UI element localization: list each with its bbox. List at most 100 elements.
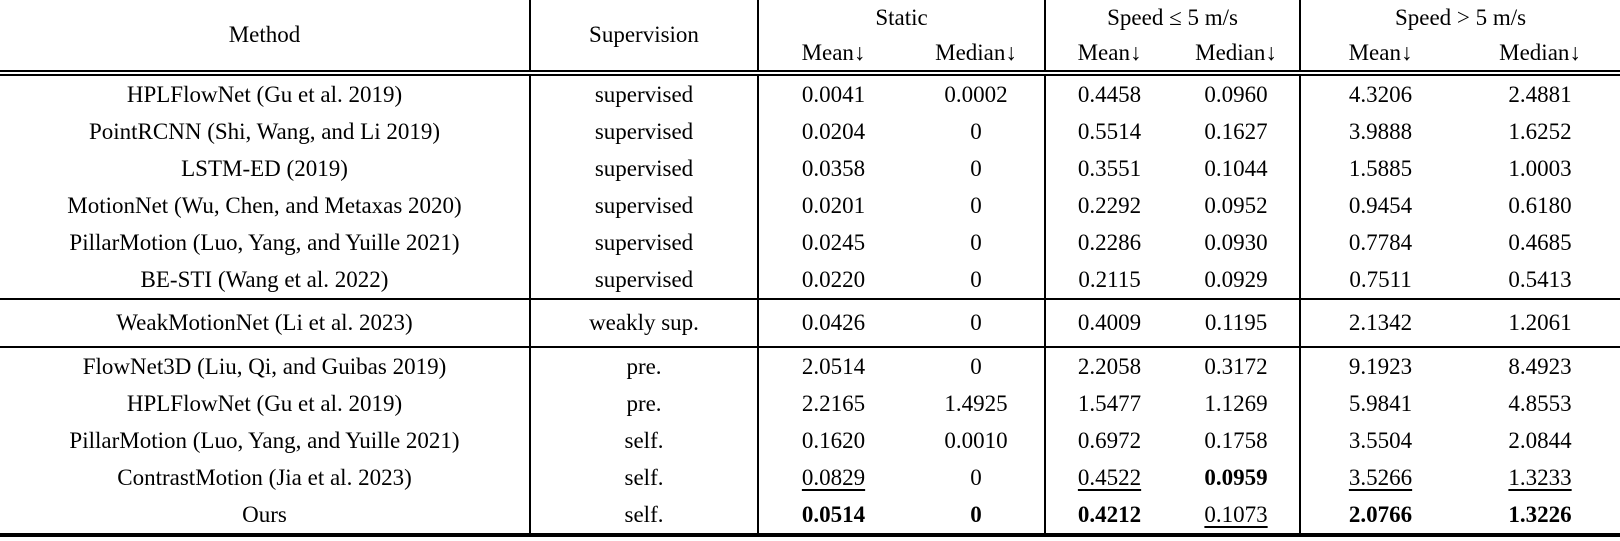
value-text: 0	[970, 501, 982, 527]
value-cell: 1.5885	[1299, 150, 1461, 187]
value-text: 0.2292	[1077, 192, 1142, 218]
value-cell: 0.6972	[1044, 422, 1174, 459]
value-cell: 0.3172	[1173, 346, 1301, 385]
value-cell: 0	[908, 224, 1045, 261]
value-text: 0.4009	[1077, 310, 1142, 336]
value-cell: 0	[908, 113, 1045, 150]
value-cell: 0.2115	[1044, 261, 1174, 299]
value-cell: 0.0220	[757, 261, 908, 299]
value-text: 1.1269	[1204, 390, 1268, 416]
value-cell: 3.5266	[1299, 459, 1461, 496]
table-row: Ours self. 0.0514 0 0.4212 0.1073 2.0766 1.3226	[0, 496, 1620, 535]
method-cell: LSTM-ED (2019)	[181, 155, 348, 181]
table-row: PointRCNN (Shi, Wang, and Li 2019) superv…	[0, 113, 1620, 150]
table-row: MotionNet (Wu, Chen, and Metaxas 2020) su…	[0, 187, 1620, 224]
value-cell: 0.4009	[1044, 298, 1174, 347]
value-text: 0.0930	[1204, 229, 1268, 255]
value-cell: 9.1923	[1299, 346, 1461, 385]
value-text: 0.7784	[1348, 229, 1413, 255]
value-cell: 1.5477	[1044, 385, 1174, 422]
value-text: 0.0245	[801, 229, 866, 255]
method-cell: FlowNet3D (Liu, Qi, and Guibas 2019)	[0, 346, 530, 385]
value-text: 0.0960	[1204, 81, 1268, 107]
value-text: 0	[970, 464, 982, 490]
value-text: 0.4458	[1077, 81, 1142, 107]
value-text: 0.0929	[1204, 266, 1268, 292]
method-cell: MotionNet (Wu, Chen, and Metaxas 2020)	[67, 192, 462, 218]
header-method: Method	[0, 0, 530, 76]
value-cell: 0.0514	[757, 496, 908, 535]
value-text: 1.5477	[1077, 390, 1142, 416]
value-cell: 0	[908, 496, 1045, 535]
supervision-cell: supervised	[529, 113, 758, 150]
method-cell: HPLFlowNet (Gu et al. 2019)	[126, 81, 403, 107]
header-static-median: Median↓	[908, 36, 1046, 76]
value-text: 2.1342	[1348, 310, 1413, 336]
value-text: 0.0358	[801, 155, 866, 181]
header-speed-low-median: Median↓	[1173, 36, 1301, 76]
value-text: 1.0003	[1508, 155, 1572, 181]
value-text: 9.1923	[1348, 353, 1413, 379]
value-cell: 0.2286	[1044, 224, 1174, 261]
value-cell: 2.0844	[1460, 422, 1620, 459]
method-cell: BE-STI (Wang et al. 2022)	[140, 266, 389, 292]
value-text: 0.0959	[1204, 464, 1268, 490]
table-header: Method Supervision Static Speed ≤ 5 m/s …	[0, 0, 1620, 76]
supervision-cell: self.	[529, 422, 758, 459]
value-cell: 0.1073	[1173, 496, 1300, 535]
value-text: 0.2115	[1078, 266, 1141, 292]
value-text: 2.2058	[1077, 353, 1142, 379]
value-cell: 0.9454	[1299, 187, 1461, 224]
value-text: 0.5514	[1077, 118, 1142, 144]
method-cell: ContrastMotion (Jia et al. 2023)	[117, 464, 412, 490]
table-row: ContrastMotion (Jia et al. 2023) self. 0.0…	[0, 459, 1620, 496]
value-cell: 0.7511	[1299, 261, 1461, 299]
value-text: 0.1758	[1204, 427, 1268, 453]
value-text: 1.6252	[1508, 118, 1572, 144]
value-cell: 0.0426	[757, 298, 908, 347]
value-text: 0.1195	[1204, 310, 1268, 336]
value-text: 1.4925	[944, 390, 1008, 416]
value-cell: 1.1269	[1173, 385, 1300, 422]
header-group-static: Static	[756, 0, 1046, 36]
value-cell: 0.5413	[1460, 261, 1620, 299]
value-text: 0.2286	[1077, 229, 1142, 255]
value-cell: 0.0245	[757, 224, 908, 261]
value-text: 0.1073	[1204, 501, 1268, 527]
supervision-cell: supervised	[529, 261, 758, 299]
value-text: 0.6972	[1077, 427, 1142, 453]
table-row: HPLFlowNet (Gu et al. 2019) pre. 2.2165 1.4…	[0, 385, 1620, 422]
value-cell: 0.0960	[1173, 73, 1300, 113]
table-body: HPLFlowNet (Gu et al. 2019) supervised 0.0…	[0, 73, 1620, 535]
value-cell: 0.2292	[1044, 187, 1174, 224]
value-text: 3.5266	[1348, 464, 1413, 490]
value-cell: 1.2061	[1460, 298, 1620, 347]
value-text: 2.0844	[1508, 427, 1572, 453]
value-cell: 0.6180	[1460, 187, 1620, 224]
value-text: 0.0952	[1204, 192, 1268, 218]
method-cell: PillarMotion (Luo, Yang, and Yuille 2021…	[69, 229, 460, 255]
value-text: 0.0204	[801, 118, 866, 144]
value-cell: 3.9888	[1299, 113, 1461, 150]
value-text: 2.0766	[1348, 501, 1413, 527]
header-speed-high-mean: Mean↓	[1299, 36, 1461, 76]
header-speed-low-mean: Mean↓	[1044, 36, 1174, 76]
value-cell: 0.0929	[1173, 261, 1300, 299]
value-text: 0.0514	[801, 501, 866, 527]
value-text: 0.5413	[1508, 266, 1572, 292]
supervision-cell: pre.	[529, 346, 758, 385]
value-cell: 2.2058	[1044, 346, 1174, 385]
value-text: 0.1044	[1204, 155, 1268, 181]
value-cell: 0.0041	[757, 73, 908, 113]
value-text: 1.3233	[1508, 464, 1572, 490]
value-cell: 1.6252	[1460, 113, 1620, 150]
value-cell: 0.0010	[908, 422, 1045, 459]
value-text: 0.0426	[801, 310, 866, 336]
value-text: 0.1620	[801, 427, 866, 453]
value-text: 0.6180	[1508, 192, 1572, 218]
header-static-mean: Mean↓	[757, 36, 908, 76]
value-text: 0.9454	[1348, 192, 1413, 218]
value-text: 0.0041	[801, 81, 866, 107]
